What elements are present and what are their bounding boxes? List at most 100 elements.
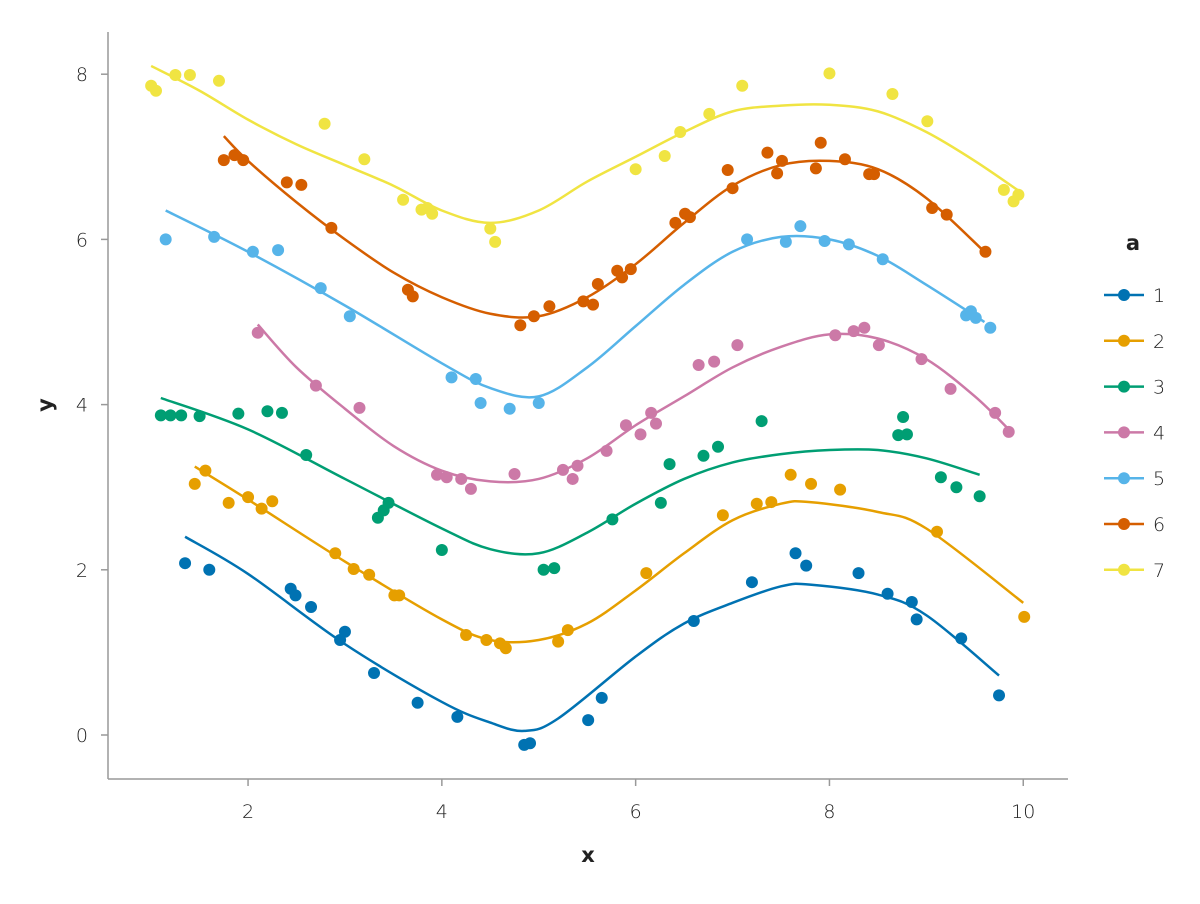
- data-point-series-1: [852, 567, 865, 580]
- data-point-series-2: [561, 624, 574, 637]
- data-point-series-4: [989, 406, 1002, 419]
- data-point-series-1: [595, 691, 608, 704]
- data-point-series-6: [624, 263, 637, 276]
- data-point-series-3: [697, 449, 710, 462]
- data-point-series-3: [892, 429, 905, 442]
- data-point-series-2: [784, 468, 797, 481]
- data-point-series-1: [881, 587, 894, 600]
- data-point-series-2: [242, 491, 255, 504]
- data-point-series-7: [1012, 188, 1025, 201]
- data-point-series-2: [460, 629, 473, 642]
- data-point-series-2: [188, 477, 201, 490]
- data-point-series-3: [897, 410, 910, 423]
- data-point-series-6: [669, 216, 682, 229]
- data-point-series-7: [149, 84, 162, 97]
- data-point-series-6: [406, 290, 419, 303]
- x-tick-label: 10: [1011, 801, 1035, 823]
- data-point-series-2: [266, 495, 279, 508]
- data-point-series-5: [818, 235, 831, 248]
- legend-label: 7: [1153, 560, 1165, 582]
- legend-item-4: 4: [1104, 422, 1165, 444]
- fit-lines: [150, 64, 1025, 733]
- data-point-series-7: [629, 163, 642, 176]
- data-point-series-3: [654, 496, 667, 509]
- data-point-series-6: [280, 176, 293, 189]
- data-point-series-2: [716, 509, 729, 522]
- data-point-series-4: [915, 353, 928, 366]
- fit-line-series-5: [165, 209, 986, 399]
- data-point-series-4: [353, 401, 366, 414]
- data-point-series-2: [931, 525, 944, 538]
- data-point-series-3: [275, 406, 288, 419]
- data-point-series-1: [993, 689, 1006, 702]
- data-point-series-6: [514, 319, 527, 332]
- data-point-series-4: [309, 379, 322, 392]
- data-point-series-3: [261, 405, 274, 418]
- data-point-series-1: [524, 737, 537, 750]
- data-point-series-5: [445, 371, 458, 384]
- data-point-series-2: [805, 477, 818, 490]
- data-point-series-3: [548, 562, 561, 575]
- data-point-series-3: [900, 428, 913, 441]
- data-point-series-3: [606, 513, 619, 526]
- data-point-series-4: [464, 482, 477, 495]
- fit-line-series-7: [150, 64, 1024, 225]
- x-tick-label: 8: [823, 801, 835, 823]
- data-point-series-3: [537, 563, 550, 576]
- data-point-series-3: [193, 410, 206, 423]
- data-point-series-2: [499, 642, 512, 655]
- data-point-series-7: [484, 222, 497, 235]
- data-point-series-6: [577, 295, 590, 308]
- data-point-series-3: [755, 415, 768, 428]
- data-point-series-3: [435, 543, 448, 556]
- data-point-series-6: [295, 178, 308, 191]
- data-point-series-6: [587, 298, 600, 311]
- data-point-series-1: [745, 576, 758, 589]
- data-point-series-1: [368, 667, 381, 680]
- data-point-series-4: [634, 428, 647, 441]
- data-point-series-7: [886, 88, 899, 101]
- data-point-series-4: [649, 417, 662, 430]
- data-point-series-4: [847, 325, 860, 338]
- data-point-series-5: [314, 282, 327, 295]
- data-point-series-4: [829, 329, 842, 342]
- y-tick-label: 8: [76, 64, 88, 86]
- legend-marker: [1118, 380, 1130, 393]
- data-point-series-7: [183, 69, 196, 82]
- y-tick-label: 0: [76, 725, 88, 747]
- data-point-series-7: [358, 153, 371, 166]
- x-tick-label: 6: [630, 801, 642, 823]
- y-tick-label: 6: [76, 229, 88, 251]
- data-point-series-6: [616, 271, 629, 284]
- data-point-series-6: [527, 310, 540, 323]
- data-point-series-3: [232, 407, 245, 420]
- data-point-series-4: [645, 406, 658, 419]
- data-point-series-2: [199, 464, 212, 477]
- data-point-series-2: [834, 483, 847, 496]
- legend-label: 2: [1153, 331, 1165, 353]
- data-point-series-5: [272, 244, 285, 257]
- data-point-series-6: [868, 168, 881, 181]
- legend-label: 1: [1153, 285, 1165, 307]
- data-point-series-1: [338, 625, 351, 638]
- data-point-series-4: [708, 355, 721, 368]
- axes: [107, 32, 1068, 780]
- data-point-series-3: [164, 409, 177, 422]
- data-point-series-2: [363, 568, 376, 581]
- data-point-series-7: [318, 117, 331, 130]
- data-point-series-7: [169, 69, 182, 82]
- data-point-series-3: [382, 496, 395, 509]
- data-point-series-6: [940, 208, 953, 221]
- data-point-series-1: [955, 632, 968, 645]
- legend-marker: [1118, 518, 1130, 530]
- data-point-series-4: [431, 468, 444, 481]
- data-point-series-2: [347, 562, 360, 575]
- data-point-series-1: [305, 600, 318, 613]
- legend-item-7: 7: [1104, 560, 1165, 582]
- data-point-series-6: [228, 149, 241, 162]
- data-point-series-5: [246, 245, 259, 258]
- data-point-series-6: [726, 182, 739, 195]
- data-point-series-4: [600, 444, 613, 457]
- data-point-series-2: [640, 567, 653, 580]
- y-axis-label: y: [33, 398, 57, 412]
